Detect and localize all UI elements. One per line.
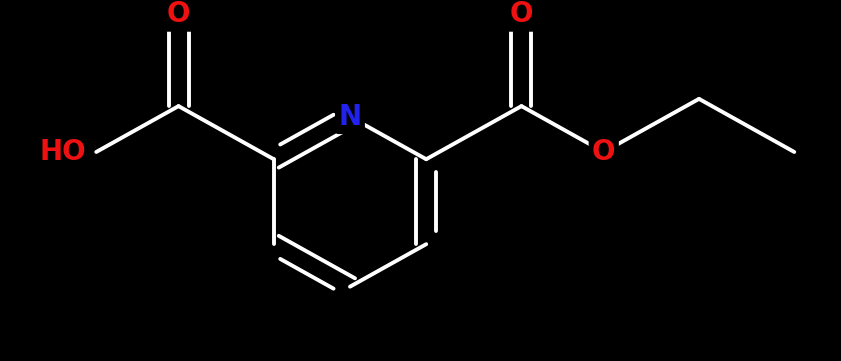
Text: O: O	[592, 138, 616, 166]
Text: HO: HO	[40, 138, 87, 166]
Text: N: N	[338, 103, 362, 131]
Text: O: O	[510, 0, 533, 29]
Text: O: O	[167, 0, 190, 29]
